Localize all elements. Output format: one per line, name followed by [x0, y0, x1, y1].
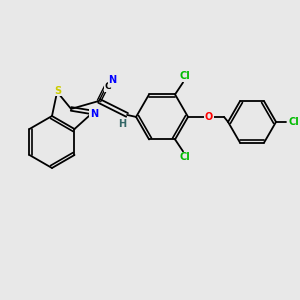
Text: H: H [118, 119, 126, 129]
Text: O: O [205, 112, 213, 122]
Text: Cl: Cl [180, 71, 190, 81]
Text: C: C [105, 82, 111, 91]
Text: Cl: Cl [289, 117, 299, 127]
Text: N: N [90, 110, 98, 119]
Text: Cl: Cl [180, 152, 190, 162]
Text: N: N [108, 75, 116, 85]
Text: S: S [55, 86, 62, 96]
